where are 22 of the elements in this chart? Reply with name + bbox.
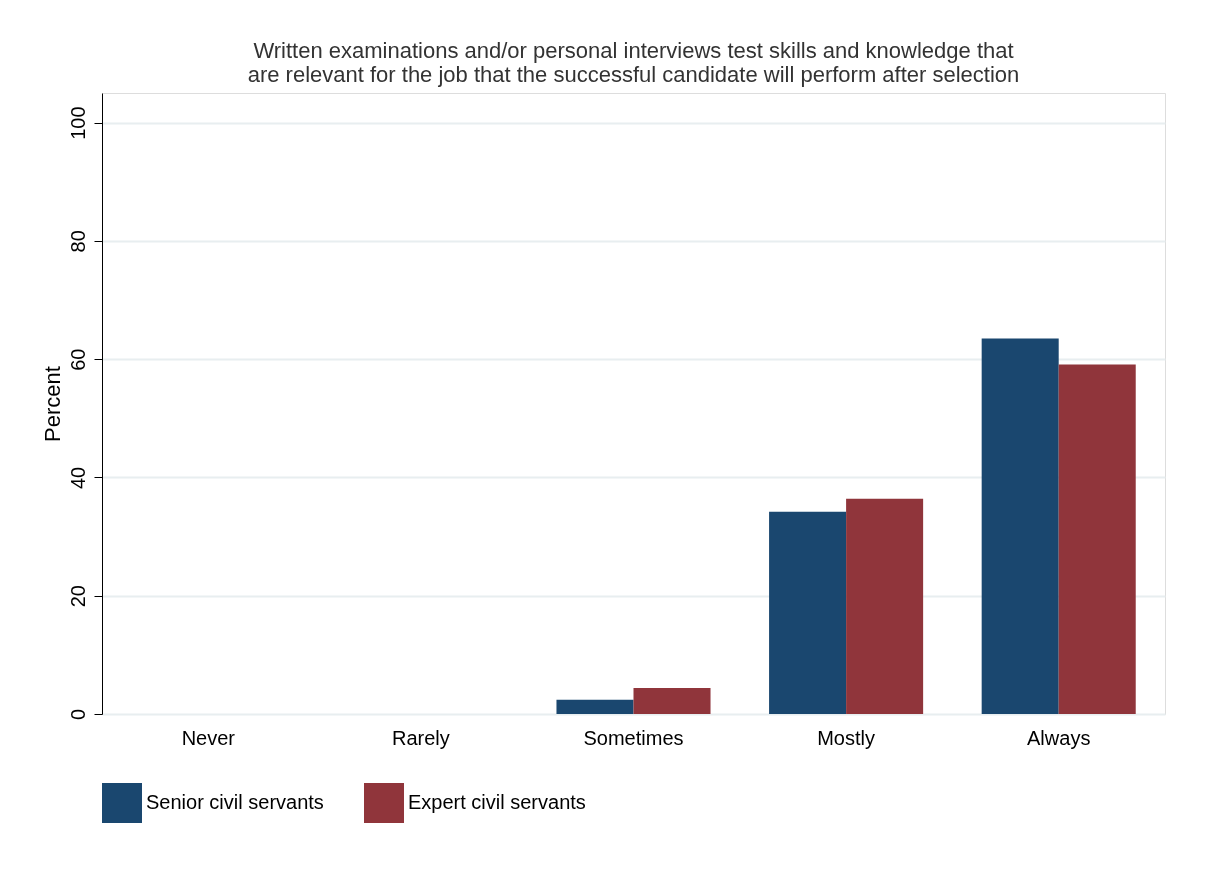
text: are relevant for the job that the successful candidate will perform after selection <box>247 62 1020 87</box>
x-tick-label: Never <box>181 726 236 749</box>
bar <box>769 511 847 714</box>
legend-label: Senior civil servants <box>146 791 324 813</box>
bar <box>1058 364 1136 714</box>
bar <box>981 338 1059 714</box>
bar <box>846 498 924 714</box>
y-tick-label: 0 <box>66 708 89 721</box>
x-tick-label: Mostly <box>817 726 875 749</box>
y-tick-label: 40 <box>66 466 89 490</box>
x-tick-label: Rarely <box>392 726 450 749</box>
y-axis-title: Percent <box>39 366 65 442</box>
y-tick-label: 20 <box>66 585 89 608</box>
legend-label: Expert civil servants <box>408 791 586 813</box>
y-tick-label: 100 <box>66 106 89 140</box>
text: Written examinations and/or personal interviews test skills and knowledge that <box>253 38 1014 63</box>
bar <box>633 687 711 714</box>
y-tick-label: 80 <box>66 230 89 253</box>
y-tick-label: 60 <box>66 348 89 371</box>
bar <box>556 699 634 714</box>
x-tick-label: Always <box>1027 726 1091 749</box>
x-tick-label: Sometimes <box>583 726 684 749</box>
